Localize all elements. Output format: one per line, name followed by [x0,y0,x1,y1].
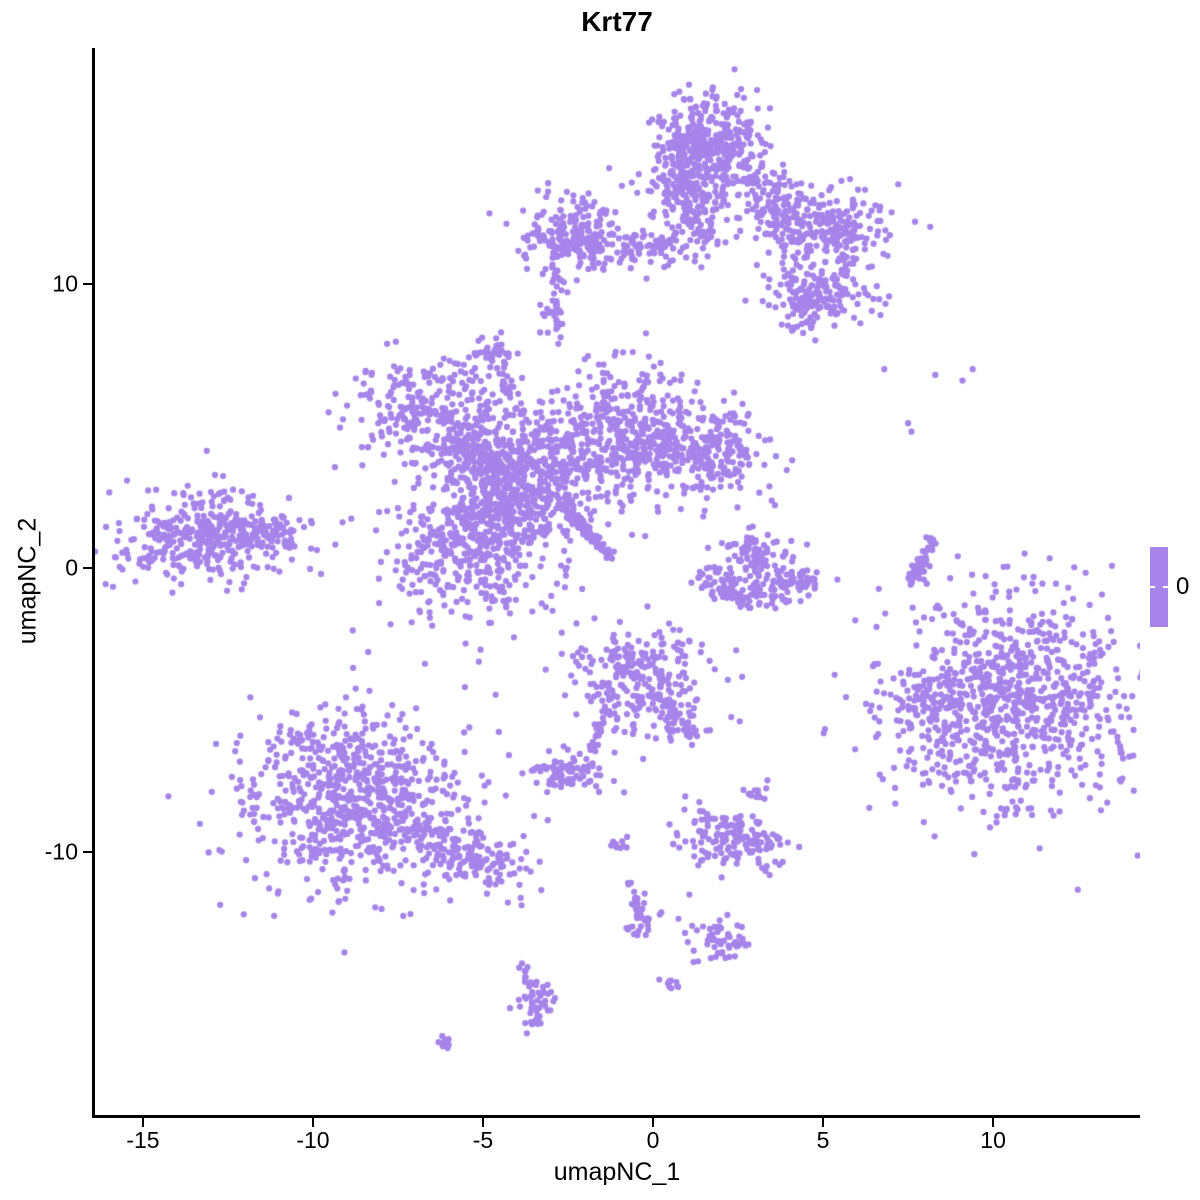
x-tick-mark [311,1118,314,1127]
x-tick-label: 10 [980,1127,1006,1153]
x-tick-mark [141,1118,144,1127]
legend-colorbar [1150,547,1168,627]
y-tick-label: -10 [44,838,78,865]
y-tick-label: 0 [65,554,78,581]
legend: 0 [1150,547,1200,627]
x-tick-label: -5 [472,1127,494,1153]
page-title: Krt77 [581,6,653,37]
legend-tick-left [1150,586,1155,588]
x-tick-mark [822,1118,825,1127]
y-axis-label: umapNC_2 [13,517,42,645]
y-tick-mark [83,567,92,569]
x-tick-label: 0 [646,1127,660,1153]
y-tick-mark [83,283,92,285]
x-tick-mark [992,1118,995,1127]
plot-area [95,48,1140,1115]
y-tick-label: 10 [52,270,78,297]
legend-tick-right [1163,586,1168,588]
y-tick-mark [83,851,92,853]
legend-label: 0 [1176,573,1190,600]
x-tick-label: -15 [126,1127,160,1153]
x-axis-line [92,1115,1140,1118]
scatter-canvas [95,48,1140,1115]
x-tick-label: 5 [816,1127,830,1153]
y-axis-line [92,48,95,1118]
x-tick-label: -10 [296,1127,330,1153]
x-tick-mark [482,1118,484,1127]
x-tick-mark [652,1118,655,1127]
x-axis-label: umapNC_1 [553,1158,681,1186]
